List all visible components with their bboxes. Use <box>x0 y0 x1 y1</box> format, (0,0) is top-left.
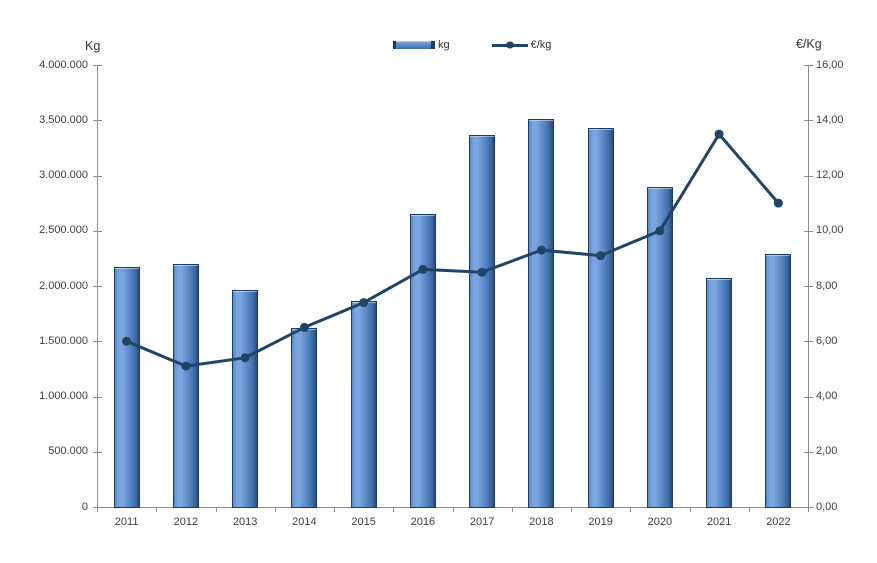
left-axis-tick <box>93 65 102 66</box>
left-axis-tick-label: 1.500.000 <box>39 334 88 347</box>
right-axis-tick-label: 16,00 <box>816 58 844 71</box>
left-axis-tick <box>93 230 102 232</box>
bar-2018 <box>528 119 555 508</box>
line-marker-2018 <box>536 245 546 255</box>
x-axis-category-label: 2013 <box>232 516 258 528</box>
left-axis-tick <box>93 286 102 287</box>
left-axis-tick-label: 2.500.000 <box>39 224 88 237</box>
line-series-swatch-icon <box>491 41 528 49</box>
right-axis-tick-label: 12,00 <box>816 169 844 181</box>
x-axis-category-label: 2018 <box>529 516 554 528</box>
x-axis-category-label: 2014 <box>292 516 317 528</box>
left-axis-tick <box>93 175 102 177</box>
line-marker-2011 <box>122 336 132 346</box>
right-axis-tick <box>804 286 813 287</box>
x-axis-tick <box>215 508 217 512</box>
line-marker-2012 <box>181 361 191 371</box>
left-axis-tick <box>93 451 102 453</box>
bar-2013 <box>232 290 259 508</box>
right-axis-tick-label: 14,00 <box>816 113 844 126</box>
left-axis-tick-label: 4.000.000 <box>39 58 88 71</box>
line-marker-2013 <box>240 353 250 363</box>
right-axis-tick <box>804 175 813 177</box>
bar-2021 <box>706 278 733 508</box>
x-axis-tick <box>97 508 98 512</box>
left-axis-title: Kg <box>85 39 101 53</box>
x-axis-category-label: 2022 <box>766 516 791 528</box>
left-axis-tick-label: 3.500.000 <box>39 113 88 126</box>
left-axis-tick <box>93 341 102 343</box>
right-axis-tick-label: 4,00 <box>816 390 838 402</box>
x-axis-category-label: 2017 <box>469 516 495 528</box>
line-marker-2019 <box>596 251 606 261</box>
line-marker-2021 <box>714 129 724 139</box>
bar-series-swatch-icon <box>393 41 435 49</box>
right-axis-tick <box>804 65 813 66</box>
line-marker-2017 <box>477 267 487 277</box>
right-axis-title: €/Kg <box>796 37 822 51</box>
x-axis-line <box>97 507 809 508</box>
right-axis-tick-label: 2,00 <box>816 445 838 458</box>
right-axis-tick <box>804 396 813 398</box>
x-axis-category-label: 2015 <box>351 516 376 528</box>
bar-2022 <box>765 254 792 508</box>
x-axis-tick <box>274 508 276 512</box>
bar-2019 <box>587 128 614 508</box>
x-axis-tick <box>156 508 158 512</box>
line-marker-2016 <box>418 264 428 274</box>
right-axis-tick <box>804 507 813 508</box>
x-axis-category-label: 2019 <box>588 516 613 528</box>
line-path <box>126 132 780 368</box>
line-marker-2015 <box>359 298 369 308</box>
bar-2017 <box>469 135 496 508</box>
right-axis-tick-label: 0,00 <box>816 500 838 513</box>
x-axis-category-label: 2020 <box>647 516 673 528</box>
left-axis-tick <box>93 120 102 122</box>
bar-2014 <box>291 328 318 508</box>
x-axis-tick <box>689 508 691 512</box>
right-axis-tick <box>804 341 813 343</box>
x-axis-tick <box>452 508 454 512</box>
x-axis-category-label: 2011 <box>114 516 139 528</box>
legend-label-kg: kg <box>438 39 450 51</box>
right-axis-tick <box>804 451 813 453</box>
legend-item-eur-per-kg: €/kg <box>491 39 552 51</box>
x-axis-category-label: 2021 <box>706 516 732 528</box>
x-axis-tick <box>393 508 395 512</box>
legend-item-kg: kg <box>393 39 450 51</box>
right-axis-tick <box>804 230 813 232</box>
right-axis-tick-label: 10,00 <box>816 224 844 237</box>
x-axis-tick <box>511 508 513 512</box>
line-marker-2014 <box>299 322 309 332</box>
left-axis-tick-label: 0 <box>81 500 88 513</box>
bar-2011 <box>113 267 140 508</box>
right-axis-tick-label: 6,00 <box>816 334 838 347</box>
left-axis-tick <box>93 396 102 398</box>
x-axis-tick <box>571 508 572 512</box>
left-axis-tick <box>93 507 102 508</box>
legend-label-eur-per-kg: €/kg <box>530 39 552 51</box>
bar-2012 <box>172 264 199 508</box>
left-axis-tick-label: 2.000.000 <box>39 279 88 292</box>
line-marker-2020 <box>655 226 665 236</box>
x-axis-category-label: 2016 <box>410 516 436 528</box>
right-axis-tick <box>804 120 813 122</box>
bar-2016 <box>409 214 436 508</box>
line-marker-2022 <box>773 198 783 208</box>
left-axis-tick-label: 3.000.000 <box>39 169 88 181</box>
x-axis-tick <box>630 508 632 512</box>
left-axis-tick-label: 500.000 <box>48 445 88 458</box>
bar-2020 <box>646 187 673 508</box>
x-axis-tick <box>808 508 809 512</box>
left-axis-tick-label: 1.000.000 <box>39 390 88 402</box>
x-axis-tick <box>334 508 335 512</box>
chart-legend: kg €/kg <box>393 39 551 51</box>
right-axis-tick-label: 8,00 <box>816 279 838 292</box>
x-axis-tick <box>748 508 750 512</box>
x-axis-category-label: 2012 <box>173 516 199 528</box>
